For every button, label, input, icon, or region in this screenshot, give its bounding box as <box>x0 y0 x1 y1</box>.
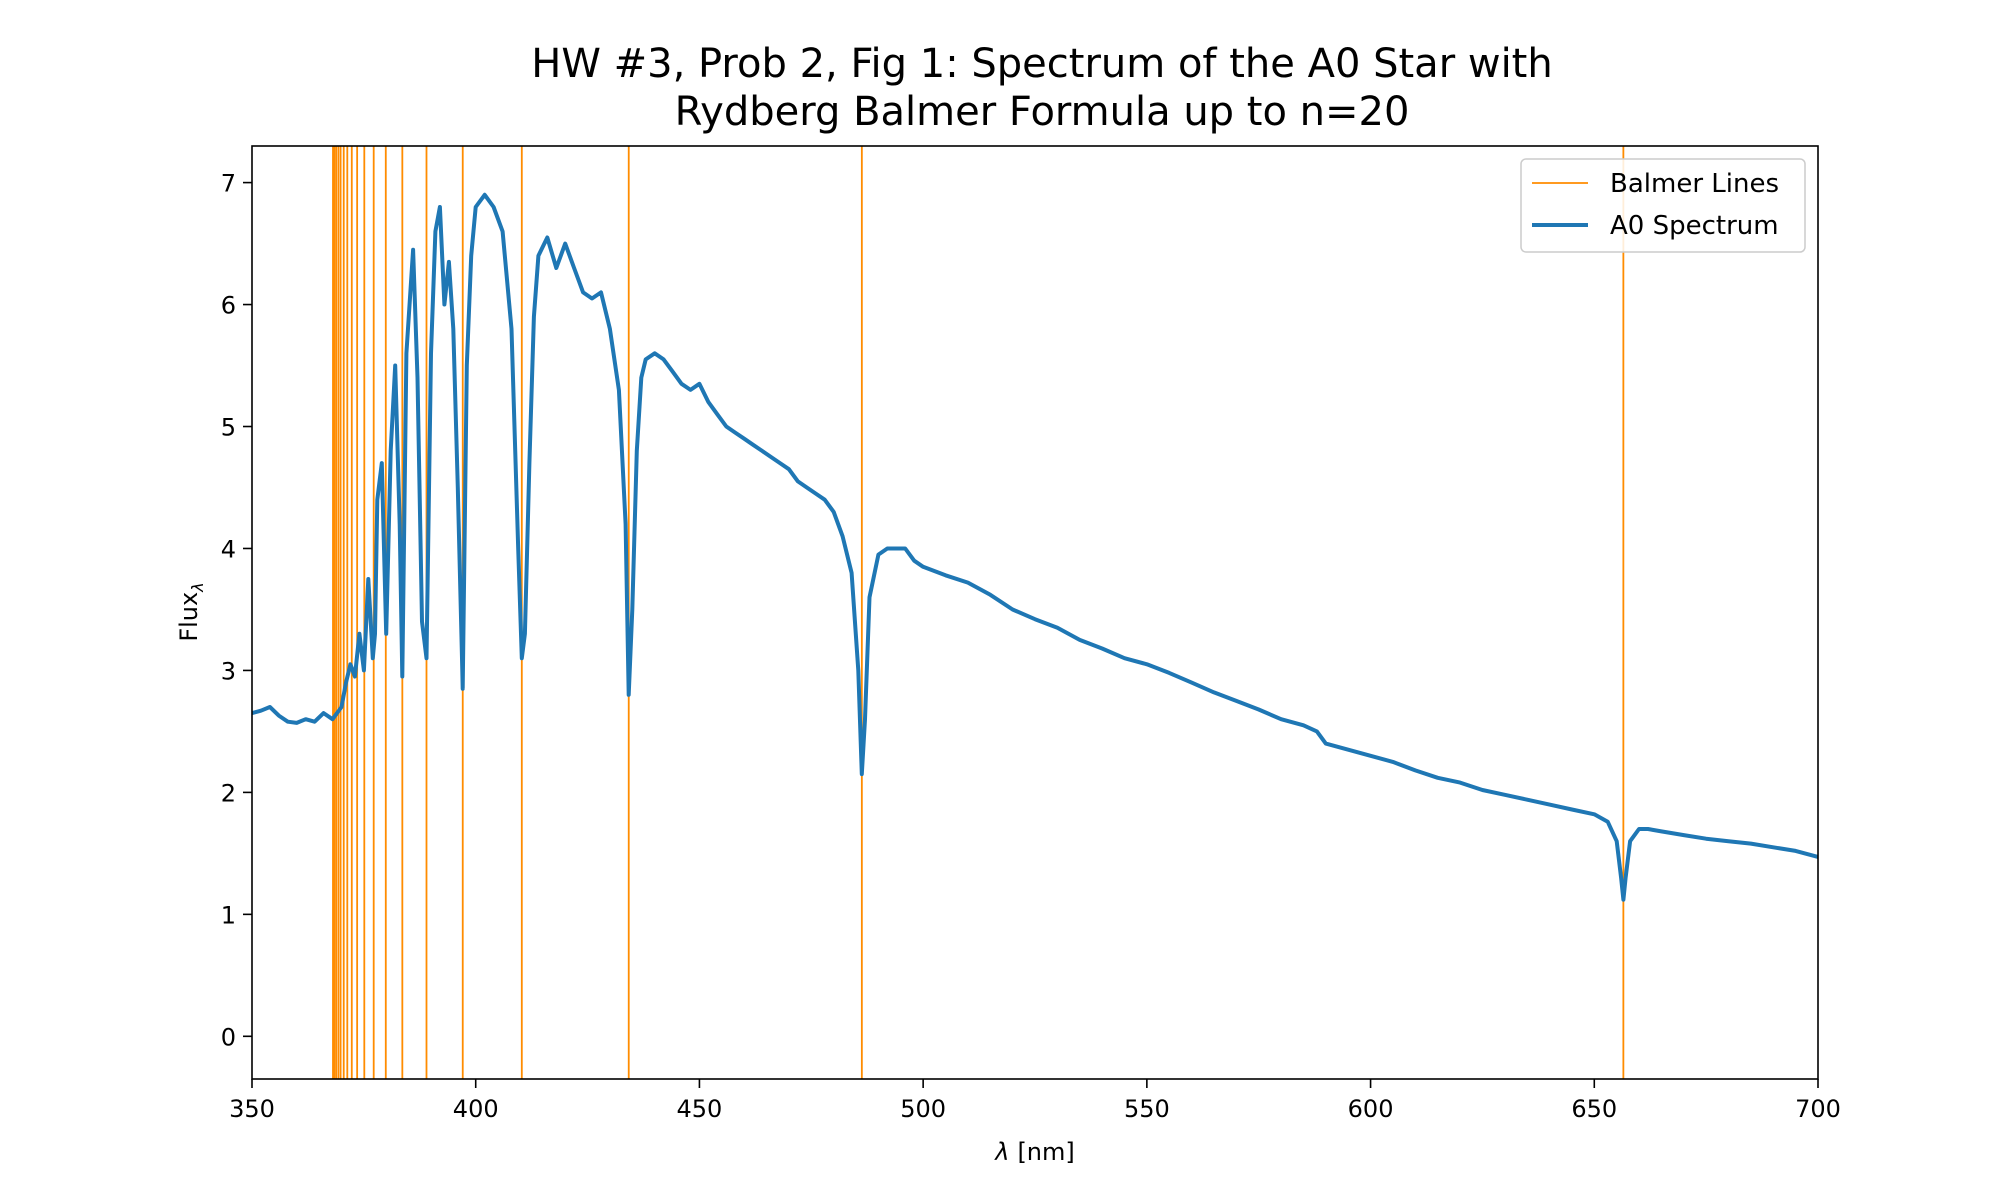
y-tick-label-4: 4 <box>221 535 236 563</box>
x-tick-label-500: 500 <box>900 1095 946 1123</box>
legend-spectrum-label: A0 Spectrum <box>1610 211 1779 241</box>
y-axis-label-subscript: λ <box>188 582 207 592</box>
series-line-0 <box>252 192 1818 902</box>
x-axis-label-unit: [nm] <box>1017 1138 1074 1166</box>
legend: Balmer Lines A0 Spectrum <box>1520 158 1806 253</box>
y-tick-label-1: 1 <box>221 901 236 929</box>
y-tick-label-6: 6 <box>221 292 236 320</box>
x-tick-label-350: 350 <box>229 1095 275 1123</box>
legend-box <box>1520 158 1806 253</box>
y-tick-label-2: 2 <box>221 779 236 807</box>
chart-title-line-2: Rydberg Balmer Formula up to n=20 <box>675 89 1410 135</box>
y-axis-label-main: Flux <box>175 592 203 642</box>
legend-balmer-label: Balmer Lines <box>1610 169 1779 199</box>
x-tick-label-600: 600 <box>1348 1095 1394 1123</box>
x-tick-label-400: 400 <box>453 1095 499 1123</box>
x-tick-label-550: 550 <box>1124 1095 1170 1123</box>
x-axis-label: λ [nm] <box>993 1138 1075 1166</box>
chart-title-line-1: HW #3, Prob 2, Fig 1: Spectrum of the A0… <box>531 41 1552 87</box>
y-axis-label: Fluxλ <box>175 582 207 641</box>
y-tick-label-0: 0 <box>221 1023 236 1051</box>
plot-frame <box>251 145 1819 1080</box>
y-axis-ticks: 0 1 2 3 4 5 6 7 <box>221 170 252 1051</box>
balmer-lines-group <box>332 146 1625 1079</box>
y-tick-label-7: 7 <box>221 170 236 198</box>
x-tick-label-700: 700 <box>1795 1095 1841 1123</box>
y-tick-label-5: 5 <box>221 414 236 442</box>
x-tick-label-450: 450 <box>677 1095 723 1123</box>
x-axis-label-symbol: λ <box>993 1138 1009 1166</box>
spectrum-series-group <box>252 192 1818 902</box>
y-tick-label-3: 3 <box>221 657 236 685</box>
x-axis-ticks: 350 400 450 500 550 600 650 700 <box>229 1079 1841 1123</box>
x-tick-label-650: 650 <box>1571 1095 1617 1123</box>
